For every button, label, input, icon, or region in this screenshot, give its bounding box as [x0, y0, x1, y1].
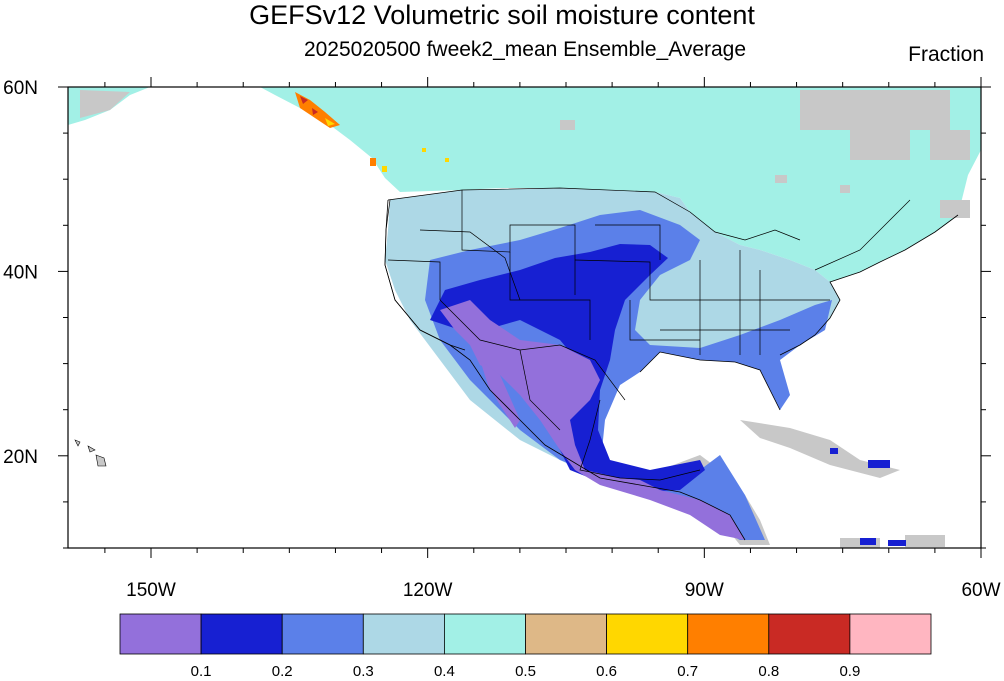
colorbar-label: 0.6 — [596, 663, 617, 680]
map-subtitle: 2025020500 fweek2_mean Ensemble_Average — [303, 38, 747, 61]
colorbar: 0.1 0.2 0.3 0.4 0.5 0.6 0.7 0.8 0.9 — [119, 613, 932, 680]
y-tick-label: 20N — [3, 447, 38, 468]
alaska-warm-patches — [295, 92, 449, 172]
colorbar-label: 0.2 — [272, 663, 293, 680]
colorbar-swatch — [200, 613, 283, 655]
y-tick-label: 40N — [3, 262, 38, 283]
mexico-purple — [440, 300, 745, 540]
coastline — [384, 199, 959, 541]
map-title: GEFSv12 Volumetric soil moisture content — [249, 0, 755, 30]
colorbar-swatch — [362, 613, 445, 655]
colorbar-swatch — [849, 613, 932, 655]
hawaii-islands — [74, 439, 107, 467]
us-dark-blue — [430, 244, 705, 492]
baja-purple — [480, 360, 520, 428]
x-tick-label: 90W — [685, 580, 724, 601]
colorbar-label: 0.8 — [758, 663, 779, 680]
colorbar-swatch — [687, 613, 770, 655]
colorbar-swatch — [768, 613, 851, 655]
axis-ticks: 150W 120W 90W 60W 60N 40N 20N — [3, 77, 1001, 601]
colorbar-swatch — [281, 613, 364, 655]
colorbar-label: 0.1 — [191, 663, 212, 680]
colorbar-label: 0.7 — [677, 663, 698, 680]
colorbar-label: 0.4 — [434, 663, 455, 680]
colorbar-swatch — [443, 613, 526, 655]
canada-region — [260, 87, 981, 282]
caribbean-patches — [830, 448, 906, 546]
colorbar-swatch — [606, 613, 689, 655]
x-tick-label: 150W — [126, 580, 176, 601]
colorbar-label: 0.9 — [839, 663, 860, 680]
political-boundaries — [384, 187, 911, 481]
colorbar-swatch — [525, 613, 607, 655]
x-tick-label: 120W — [403, 580, 453, 601]
map-field — [68, 87, 981, 548]
colorbar-label: 0.3 — [353, 663, 374, 680]
colorbar-swatch — [119, 613, 202, 655]
units-label: Fraction — [908, 43, 984, 66]
x-tick-label: 60W — [961, 580, 1000, 601]
colorbar-label: 0.5 — [515, 663, 536, 680]
y-tick-label: 60N — [3, 78, 38, 99]
